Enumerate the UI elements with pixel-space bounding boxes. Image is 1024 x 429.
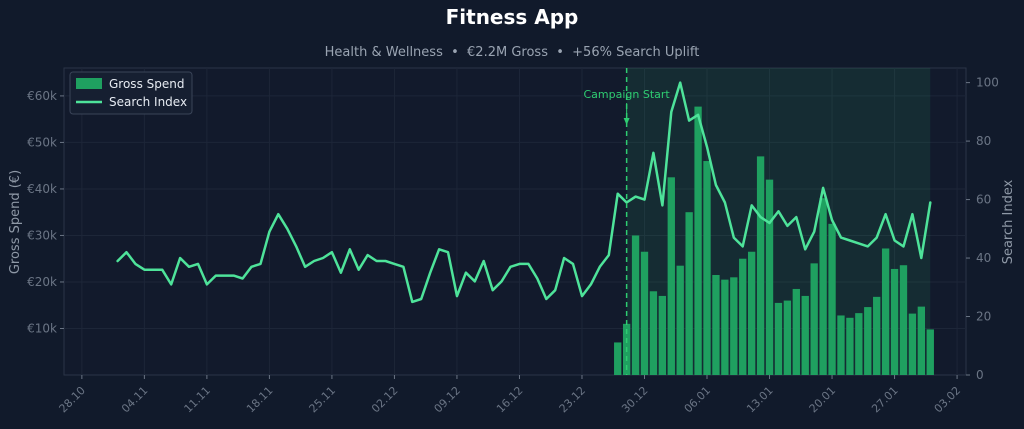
- bar-gross-spend: [801, 295, 809, 375]
- bar-gross-spend: [873, 296, 881, 375]
- y-right-tick-label: 20: [976, 310, 991, 324]
- line-search-index: [116, 81, 932, 304]
- grid-layer: [64, 68, 966, 375]
- bar-gross-spend: [614, 342, 622, 375]
- campaign-layer: Campaign Start: [584, 68, 671, 375]
- bar-gross-spend: [721, 279, 729, 375]
- bar-gross-spend: [917, 306, 926, 375]
- bar-gross-spend: [712, 274, 720, 375]
- y-right-tick-label: 60: [976, 193, 991, 207]
- bar-gross-spend: [631, 235, 640, 375]
- chart-title: Fitness App: [446, 5, 579, 29]
- chart-subtitle: Health & Wellness • €2.2M Gross • +56% S…: [325, 45, 700, 60]
- bar-gross-spend: [703, 161, 711, 375]
- bar-gross-spend: [685, 212, 693, 375]
- bar-gross-spend: [676, 265, 684, 375]
- bar-gross-spend: [748, 251, 756, 375]
- bar-gross-spend: [908, 313, 917, 375]
- y-axis-left-label: Gross Spend (€): [8, 170, 23, 274]
- bar-gross-spend: [792, 288, 800, 375]
- y-left-tick-label: €40k: [27, 182, 57, 196]
- bar-gross-spend: [640, 251, 649, 375]
- bar-gross-spend: [864, 307, 872, 375]
- line-layer: [116, 81, 932, 304]
- bars-layer: [614, 106, 934, 375]
- bar-gross-spend: [881, 248, 890, 375]
- y-right-tick-label: 80: [976, 134, 991, 148]
- legend: Gross Spend Search Index: [69, 71, 193, 115]
- y-right-tick-label: 40: [976, 251, 991, 265]
- bar-gross-spend: [828, 223, 836, 375]
- y-left-tick-label: €20k: [27, 275, 57, 289]
- y-axis-right-label: Search Index: [1001, 179, 1016, 264]
- campaign-arrow-head: [623, 118, 630, 125]
- bar-gross-spend: [855, 313, 863, 375]
- bar-gross-spend: [774, 302, 783, 375]
- y-right-tick-label: 100: [976, 76, 999, 90]
- legend-swatch-gross-spend: [76, 78, 102, 89]
- bar-gross-spend: [658, 295, 667, 375]
- bar-gross-spend: [730, 277, 738, 375]
- y-right-tick-label: 0: [976, 368, 984, 382]
- bar-gross-spend: [899, 265, 908, 375]
- bar-gross-spend: [890, 268, 899, 375]
- bar-gross-spend: [926, 329, 934, 375]
- bar-gross-spend: [846, 317, 854, 375]
- legend-label-gross-spend: Gross Spend: [109, 77, 184, 91]
- y-left-tick-label: €10k: [27, 321, 57, 335]
- bar-gross-spend: [694, 106, 702, 375]
- y-left-tick-label: €50k: [27, 135, 57, 149]
- y-left-tick-label: €60k: [27, 89, 57, 103]
- legend-label-search-index: Search Index: [109, 95, 187, 109]
- bar-gross-spend: [739, 258, 747, 375]
- bar-gross-spend: [819, 198, 827, 375]
- campaign-start-label: Campaign Start: [584, 88, 671, 101]
- bar-gross-spend: [756, 156, 765, 375]
- bar-gross-spend: [765, 179, 774, 375]
- y-left-tick-label: €30k: [27, 228, 57, 242]
- bar-gross-spend: [649, 291, 658, 375]
- bar-gross-spend: [783, 300, 792, 375]
- bar-gross-spend: [810, 263, 818, 375]
- bar-gross-spend: [667, 177, 675, 375]
- bar-gross-spend: [837, 315, 845, 375]
